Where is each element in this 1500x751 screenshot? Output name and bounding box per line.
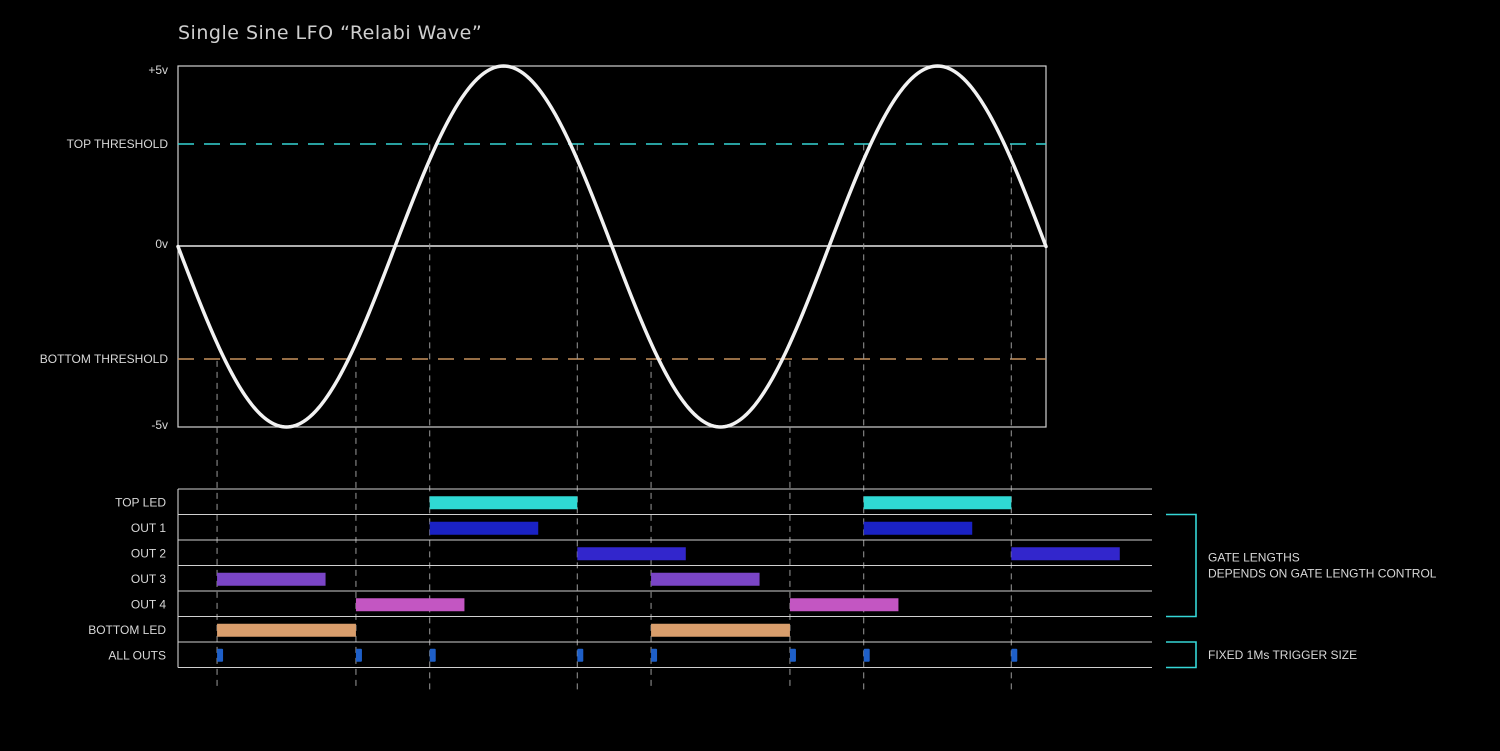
gate-bar <box>429 496 578 510</box>
gate-bar <box>651 623 790 637</box>
wave-panel: +5v 0v -5v TOP THRESHOLD BOTTOM THRESHOL… <box>40 63 1048 690</box>
axis-label-zero: 0v <box>155 237 168 251</box>
gate-bar <box>577 547 686 561</box>
axis-label-bottom: -5v <box>151 418 168 432</box>
gate-bar <box>863 521 973 535</box>
top-threshold-label: TOP THRESHOLD <box>67 137 169 151</box>
row-label: OUT 4 <box>131 597 166 611</box>
annotations: GATE LENGTHS DEPENDS ON GATE LENGTH CONTR… <box>1166 513 1437 669</box>
row-label: OUT 1 <box>131 521 166 535</box>
trigger-pulse <box>355 648 362 662</box>
bracket <box>1166 513 1197 618</box>
annotation-text: FIXED 1Ms TRIGGER SIZE <box>1208 648 1357 662</box>
gate-bar <box>355 598 465 612</box>
bracket <box>1166 641 1197 669</box>
sine-wave <box>176 64 1048 429</box>
gate-bar <box>217 572 326 586</box>
trigger-pulse <box>789 648 796 662</box>
bottom-threshold-label: BOTTOM THRESHOLD <box>40 352 169 366</box>
gate-bar <box>789 598 899 612</box>
trigger-pulse <box>577 648 584 662</box>
row-label: TOP LED <box>115 495 166 509</box>
trigger-pulse <box>217 648 224 662</box>
gate-bar <box>863 496 1012 510</box>
row-label: OUT 3 <box>131 572 166 586</box>
row-label: OUT 2 <box>131 546 166 560</box>
row-label: ALL OUTS <box>108 648 166 662</box>
gate-bar <box>651 572 760 586</box>
axis-label-top: +5v <box>148 63 168 77</box>
trigger-pulse <box>429 648 436 662</box>
gate-bar <box>1011 547 1120 561</box>
trigger-pulse <box>863 648 870 662</box>
trigger-pulse <box>651 648 658 662</box>
gate-bar <box>217 623 356 637</box>
annotation-text: GATE LENGTHS <box>1208 551 1300 565</box>
diagram-title: Single Sine LFO “Relabi Wave” <box>178 22 482 44</box>
annotation-text: DEPENDS ON GATE LENGTH CONTROL <box>1208 567 1437 581</box>
output-rows-panel: TOP LED OUT 1 OUT 2 OUT 3 OUT 4 BOTTOM LED ALL… <box>88 488 1152 669</box>
gate-bar <box>429 521 539 535</box>
trigger-pulse <box>1011 648 1018 662</box>
row-label: BOTTOM LED <box>88 623 166 637</box>
